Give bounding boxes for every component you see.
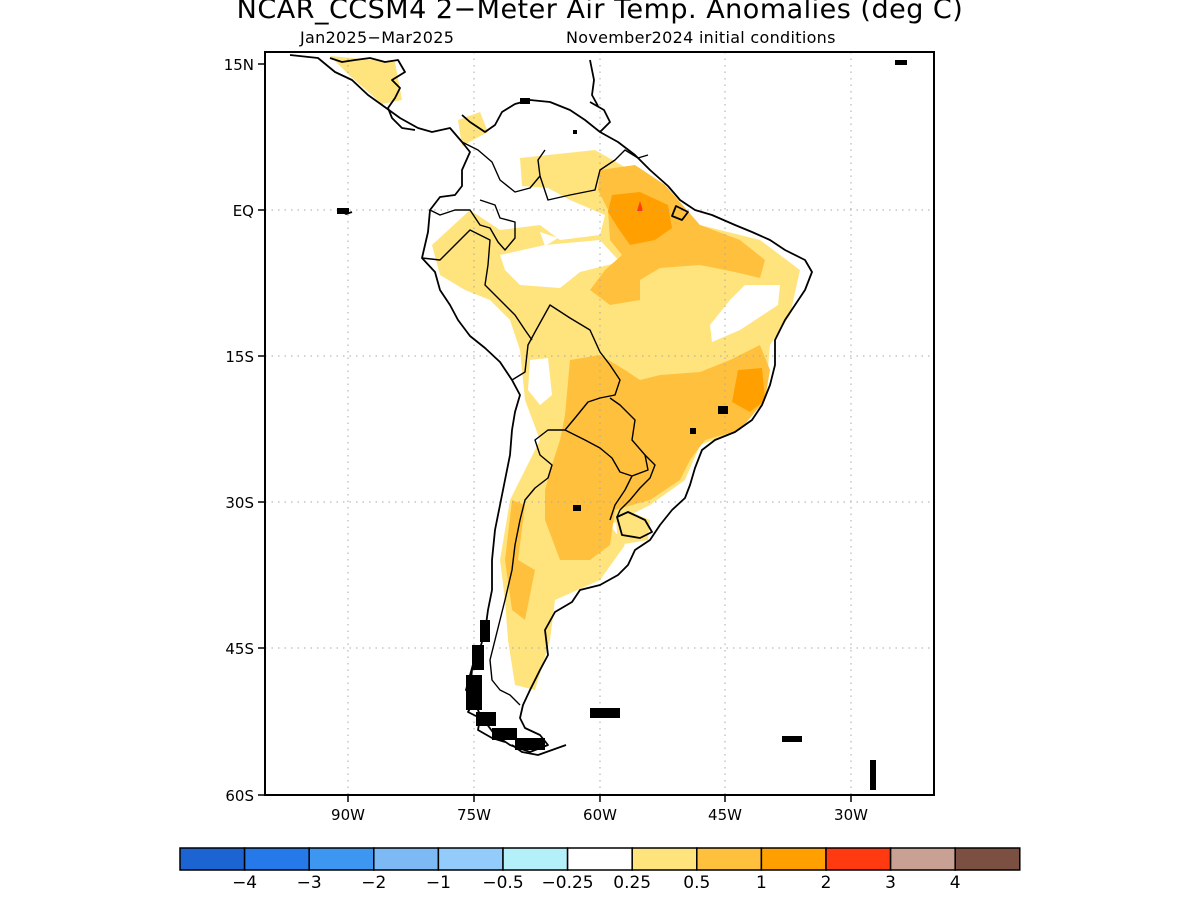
colorbar-label: 3 [885,873,896,893]
lon-label-60w: 60W [583,806,617,824]
colorbar-swatch [566,847,633,871]
colorbar-label: 1 [756,873,767,893]
graticule [265,52,934,795]
colorbar-label: 2 [821,873,832,893]
colorbar-swatch [889,847,956,871]
colorbar-label: −3 [297,873,322,893]
colorbar-label: −1 [426,873,451,893]
lon-label-75w: 75W [457,806,491,824]
colorbar-swatch [437,847,504,871]
islands [337,60,907,790]
anomaly-fill-neutral [500,232,780,405]
longitude-axis: 90W 75W 60W 45W 30W [331,795,868,824]
colorbar-label: −0.5 [482,873,523,893]
colorbar-swatch [696,847,763,871]
map-area [265,52,934,795]
colorbar-label: −4 [232,873,257,893]
colorbar-label: 0.5 [683,873,710,893]
colorbar: −4 −3 −2 −1 −0.5 −0.25 0.25 0.5 1 2 3 4 [179,847,1021,893]
chart-title: NCAR_CCSM4 2−Meter Air Temp. Anomalies (… [236,0,964,25]
latitude-axis: 15N EQ 15S 30S 45S 60S [224,56,265,805]
anomaly-fill-strong [608,192,765,412]
initial-conditions: November2024 initial conditions [566,28,836,47]
colorbar-swatch [243,847,310,871]
lat-label-15n: 15N [224,56,254,74]
colorbar-swatch [954,847,1021,871]
anomaly-fill-hot [637,201,643,211]
colorbar-swatch [760,847,827,871]
colorbar-swatch [631,847,698,871]
lat-label-15s: 15S [225,348,254,366]
forecast-period: Jan2025−Mar2025 [300,28,455,47]
colorbar-label: −2 [361,873,386,893]
colorbar-label: −0.25 [542,873,594,893]
lon-label-90w: 90W [331,806,365,824]
lat-label-30s: 30S [225,494,254,512]
country-borders [421,141,656,706]
colorbar-swatch [502,847,569,871]
lon-label-45w: 45W [708,806,742,824]
lon-label-30w: 30W [834,806,868,824]
colorbar-label: 0.25 [613,873,651,893]
lat-label-60s: 60S [225,787,254,805]
colorbar-swatch [373,847,440,871]
lat-label-eq: EQ [233,202,254,220]
colorbar-label: 4 [950,873,961,893]
lat-label-45s: 45S [225,640,254,658]
colorbar-swatch [825,847,892,871]
colorbar-swatch [308,847,375,871]
colorbar-swatch [179,847,246,871]
